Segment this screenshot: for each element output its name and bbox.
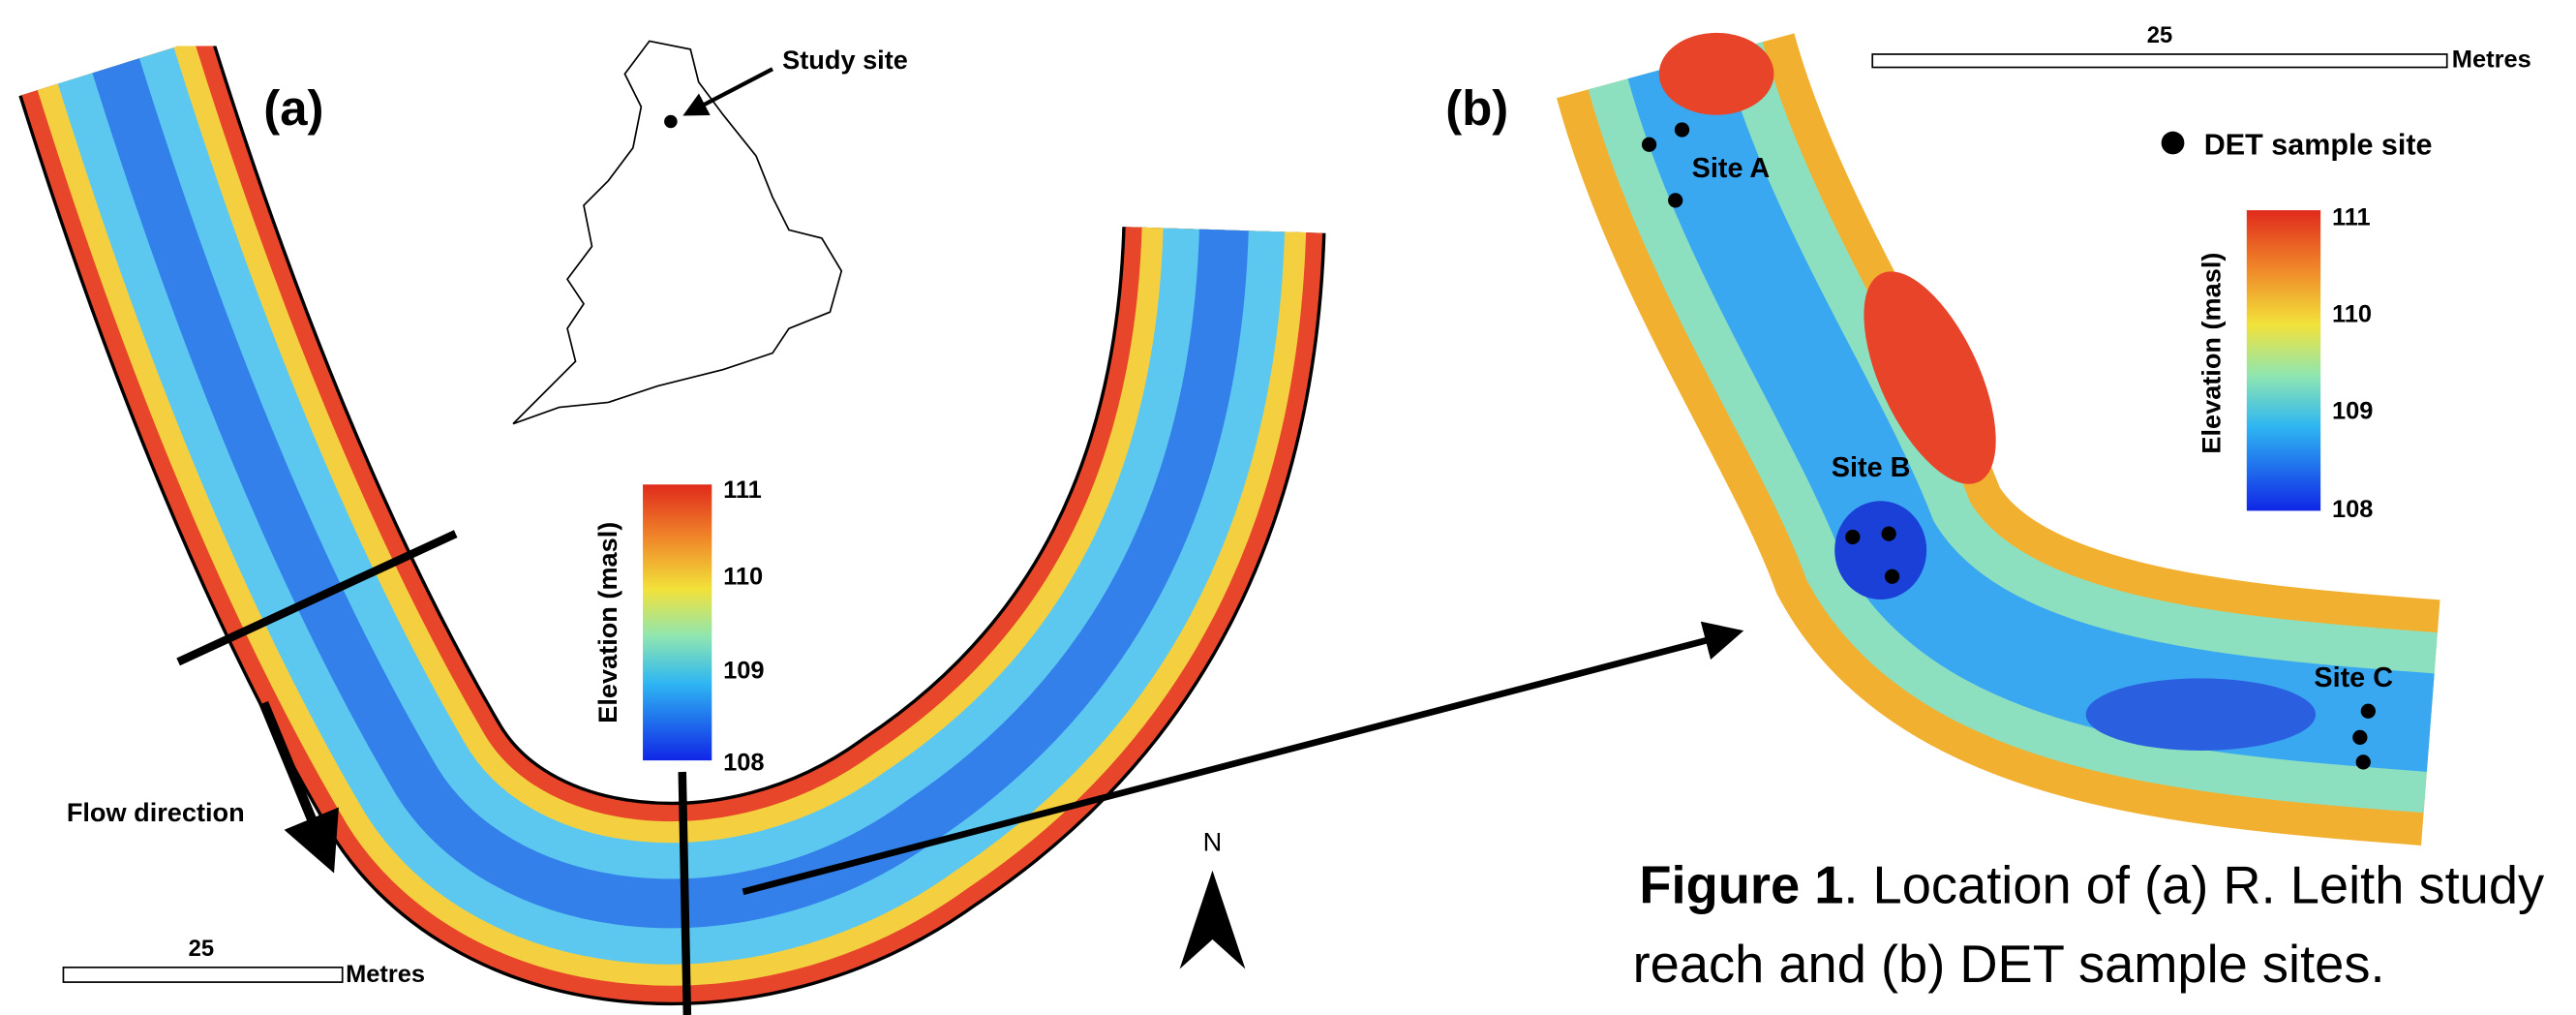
legend-title: Elevation (masl) — [592, 522, 622, 723]
north-arrow — [1180, 871, 1246, 969]
scale-unit: Metres — [2452, 46, 2531, 74]
legend-tick: 109 — [723, 657, 764, 684]
cross-section — [682, 772, 687, 1015]
site-label: Site B — [1832, 452, 1911, 483]
scale-unit: Metres — [346, 961, 425, 988]
legend-tick: 108 — [2332, 496, 2373, 523]
legend-title: Elevation (masl) — [2197, 253, 2227, 454]
site-label: Site C — [2314, 662, 2393, 693]
study-site-dot — [664, 115, 678, 129]
legend-tick: 111 — [2332, 203, 2371, 231]
legend-tick: 111 — [723, 477, 762, 504]
legend-dot — [2162, 132, 2185, 155]
scale-bar — [1872, 54, 2447, 68]
scale-value: 25 — [189, 937, 214, 962]
river-a — [1, 0, 1348, 904]
panel-label: (a) — [263, 80, 323, 136]
page: { "panel_a": { "label": "(a)", "inset_la… — [0, 0, 2576, 1015]
flow-label: Flow direction — [67, 797, 245, 827]
legend-tick: 110 — [723, 564, 763, 591]
scale-value: 25 — [2147, 23, 2172, 48]
legend-label: DET sample site — [2204, 128, 2433, 161]
caption: reach and (b) DET sample sites. — [1633, 936, 2385, 994]
figure: (a) Study site Flow direction Elevation … — [0, 0, 2576, 1015]
inset-map — [513, 41, 841, 423]
study-site-arrow — [694, 69, 773, 109]
panel-label: (b) — [1445, 80, 1508, 136]
inset-label: Study site — [782, 45, 908, 75]
caption-label: Figure 1 — [1639, 857, 1843, 915]
legend-tick: 108 — [723, 749, 764, 776]
caption: Figure 1. Location of (a) R. Leith study — [1639, 857, 2545, 915]
caption-text: . Location of (a) R. Leith study — [1843, 857, 2545, 915]
scale-bar — [63, 968, 342, 982]
north-label: N — [1203, 826, 1223, 856]
colorbar — [643, 484, 712, 760]
colorbar — [2247, 210, 2320, 510]
legend-tick: 109 — [2332, 397, 2373, 424]
legend-tick: 110 — [2332, 300, 2372, 327]
site-label: Site A — [1692, 153, 1771, 184]
